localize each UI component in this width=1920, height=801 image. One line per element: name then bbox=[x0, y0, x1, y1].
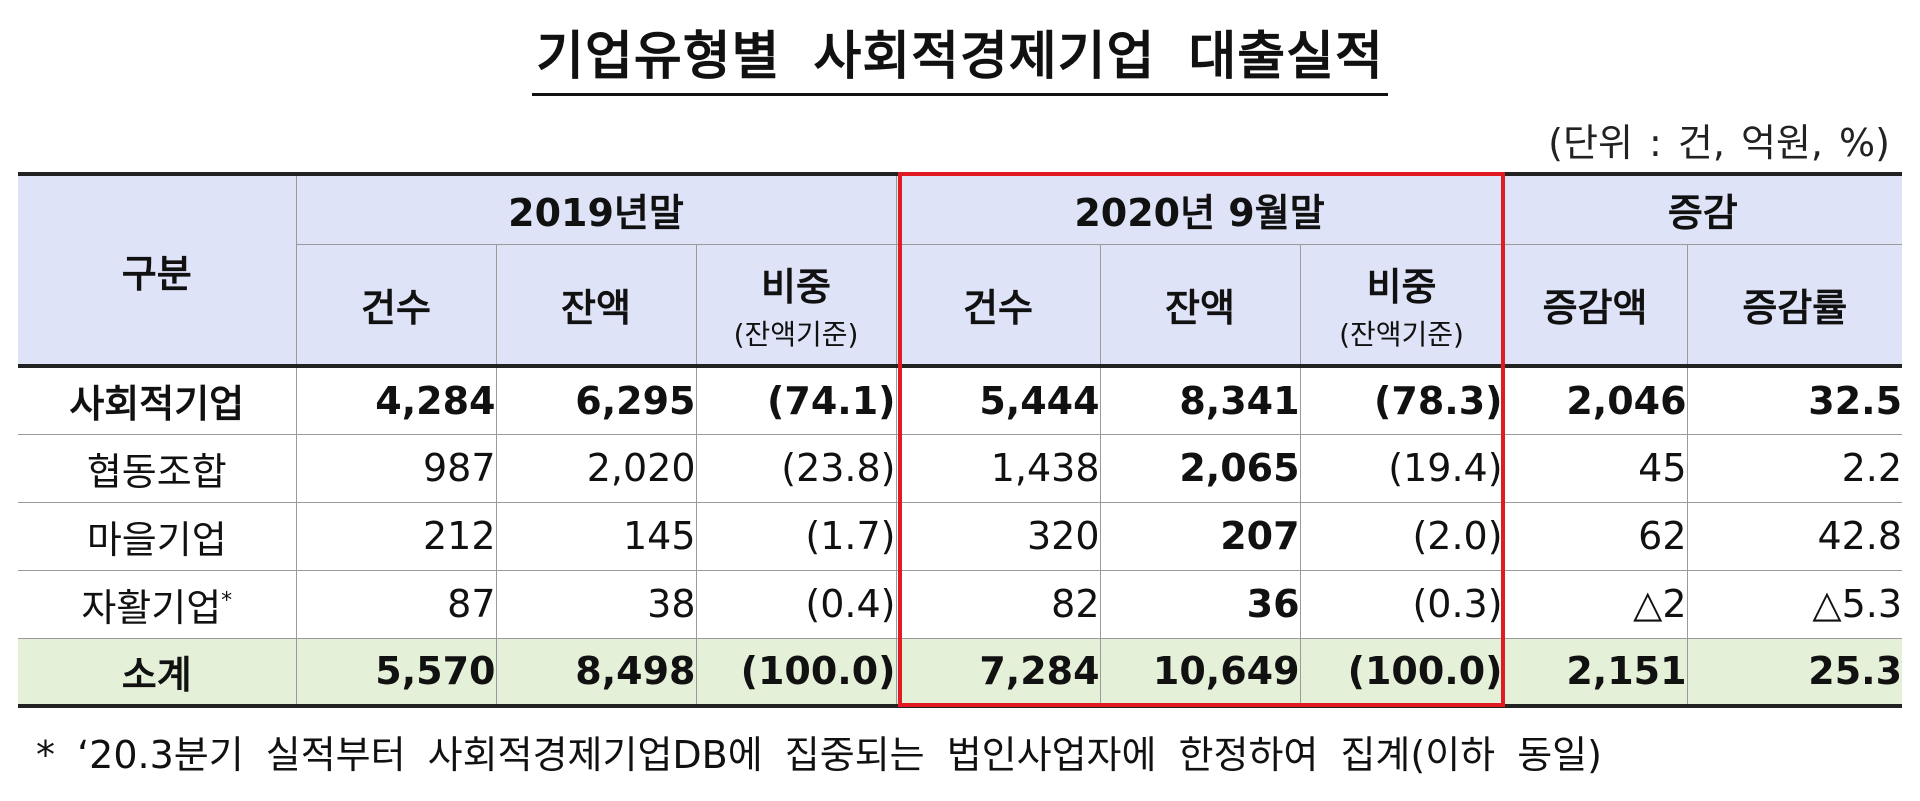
cell-balance-2019: 2,020 bbox=[495, 433, 697, 503]
cell-share-2019: (1.7) bbox=[695, 501, 897, 571]
cell-balance-2020: 36 bbox=[1099, 569, 1301, 639]
header-2019: 2019년말 bbox=[295, 172, 897, 245]
cell-share-2020: (0.3) bbox=[1299, 569, 1504, 639]
cell-count-2019: 987 bbox=[295, 433, 497, 503]
cell-count-2019: 212 bbox=[295, 501, 497, 571]
header-balance-2020: 잔액 bbox=[1099, 243, 1301, 367]
header-change: 증감 bbox=[1502, 172, 1903, 245]
cell-balance-2020: 10,649 bbox=[1099, 637, 1301, 708]
cell-change-rate: 2.2 bbox=[1686, 433, 1903, 503]
cell-count-2020: 7,284 bbox=[895, 637, 1101, 708]
cell-balance-2020: 207 bbox=[1099, 501, 1301, 571]
cell-share-2019: (74.1) bbox=[695, 364, 897, 435]
table-row-selfsupport: 자활기업* 87 38 (0.4) 82 36 (0.3) △2 △5.3 bbox=[18, 569, 1903, 639]
cell-count-2020: 1,438 bbox=[895, 433, 1101, 503]
unit-note: (단위 : 건, 억원, %) bbox=[1548, 121, 1890, 165]
header-share-2019: 비중 (잔액기준) bbox=[695, 243, 897, 367]
cell-change-rate: 32.5 bbox=[1686, 364, 1903, 435]
cell-share-2020: (100.0) bbox=[1299, 637, 1504, 708]
share-basis: (잔액기준) bbox=[733, 317, 859, 351]
cell-balance-2019: 8,498 bbox=[495, 637, 697, 708]
header-category: 구분 bbox=[18, 172, 297, 367]
cell-share-2019: (100.0) bbox=[695, 637, 897, 708]
share-basis: (잔액기준) bbox=[1339, 317, 1464, 351]
page-title: 기업유형별 사회적경제기업 대출실적 bbox=[0, 14, 1920, 96]
cell-change-amount: 45 bbox=[1502, 433, 1688, 503]
header-change-rate: 증감률 bbox=[1686, 243, 1903, 367]
header-count-2020: 건수 bbox=[895, 243, 1101, 367]
cell-change-amount: 2,046 bbox=[1502, 364, 1688, 435]
cell-balance-2019: 145 bbox=[495, 501, 697, 571]
cell-balance-2020: 2,065 bbox=[1099, 433, 1301, 503]
cell-share-2020: (78.3) bbox=[1299, 364, 1504, 435]
row-label: 소계 bbox=[18, 637, 297, 708]
cell-count-2020: 82 bbox=[895, 569, 1101, 639]
cell-balance-2019: 38 bbox=[495, 569, 697, 639]
row-label-text: 자활기업 bbox=[81, 585, 222, 630]
header-balance-2019: 잔액 bbox=[495, 243, 697, 367]
cell-share-2020: (19.4) bbox=[1299, 433, 1504, 503]
cell-change-amount: △2 bbox=[1502, 569, 1688, 639]
cell-share-2020: (2.0) bbox=[1299, 501, 1504, 571]
header-2020: 2020년 9월말 bbox=[895, 172, 1504, 245]
cell-change-rate: 42.8 bbox=[1686, 501, 1903, 571]
cell-balance-2020: 8,341 bbox=[1099, 364, 1301, 435]
title-text: 기업유형별 사회적경제기업 대출실적 bbox=[532, 14, 1388, 96]
row-label: 자활기업* bbox=[18, 569, 297, 639]
row-label: 협동조합 bbox=[18, 433, 297, 503]
share-label: 비중 bbox=[761, 264, 831, 309]
header-share-2020: 비중 (잔액기준) bbox=[1299, 243, 1504, 367]
footnote-marker: * bbox=[221, 587, 233, 613]
cell-count-2020: 5,444 bbox=[895, 364, 1101, 435]
table-row-subtotal: 소계 5,570 8,498 (100.0) 7,284 10,649 (100… bbox=[18, 637, 1903, 708]
cell-share-2019: (0.4) bbox=[695, 569, 897, 639]
cell-count-2019: 87 bbox=[295, 569, 497, 639]
row-label: 마을기업 bbox=[18, 501, 297, 571]
share-label: 비중 bbox=[1366, 264, 1437, 309]
cell-change-rate: 25.3 bbox=[1686, 637, 1903, 708]
footnote: * ‘20.3분기 실적부터 사회적경제기업DB에 집중되는 법인사업자에 한정… bbox=[36, 733, 1602, 777]
table-row-coop: 협동조합 987 2,020 (23.8) 1,438 2,065 (19.4)… bbox=[18, 433, 1903, 503]
table-row-village: 마을기업 212 145 (1.7) 320 207 (2.0) 62 42.8 bbox=[18, 501, 1903, 571]
cell-balance-2019: 6,295 bbox=[495, 364, 697, 435]
cell-change-amount: 2,151 bbox=[1502, 637, 1688, 708]
row-label: 사회적기업 bbox=[18, 364, 297, 435]
cell-change-amount: 62 bbox=[1502, 501, 1688, 571]
header-count-2019: 건수 bbox=[296, 243, 497, 367]
cell-count-2019: 5,570 bbox=[295, 637, 497, 708]
cell-count-2019: 4,284 bbox=[295, 364, 497, 435]
cell-change-rate: △5.3 bbox=[1686, 569, 1903, 639]
header-change-amount: 증감액 bbox=[1502, 243, 1688, 367]
loan-table: 구분 2019년말 2020년 9월말 증감 건수 잔액 비중 (잔액기준) 건수… bbox=[18, 172, 1903, 708]
cell-share-2019: (23.8) bbox=[695, 433, 897, 503]
cell-count-2020: 320 bbox=[895, 501, 1101, 571]
table-row-social: 사회적기업 4,284 6,295 (74.1) 5,444 8,341 (78… bbox=[18, 364, 1903, 435]
